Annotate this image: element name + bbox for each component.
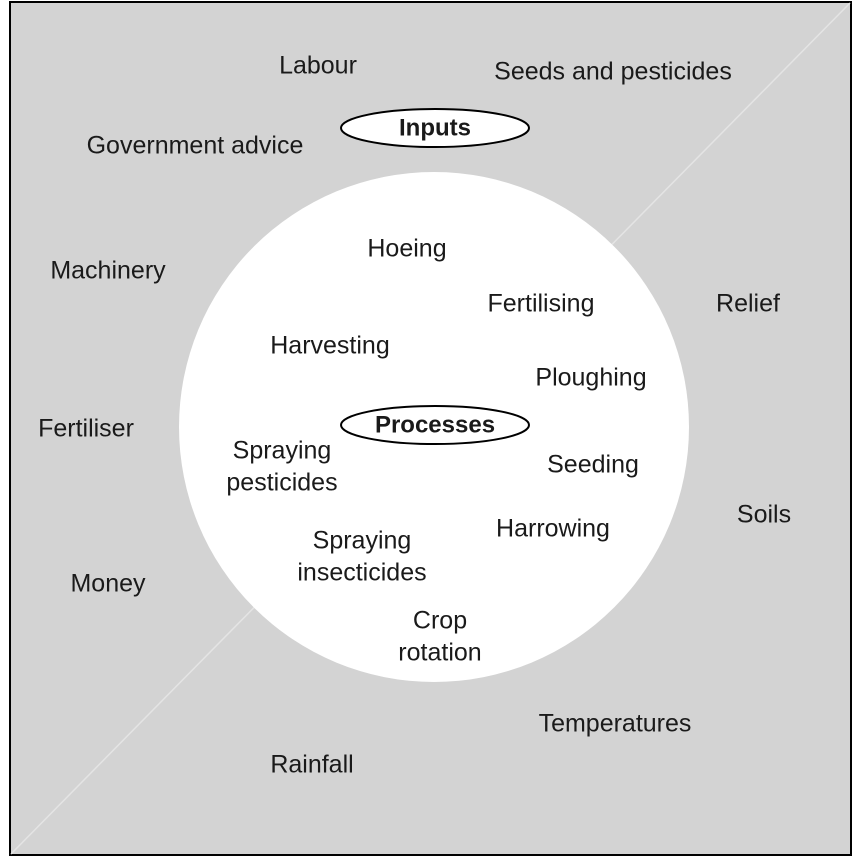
input-item: Labour — [279, 52, 357, 80]
process-item: Crop — [413, 607, 467, 635]
process-item: Spraying — [233, 437, 332, 465]
input-item: Money — [70, 570, 146, 598]
process-item: Harvesting — [270, 332, 390, 360]
process-item: Harrowing — [496, 515, 610, 543]
process-item: Hoeing — [367, 235, 446, 263]
input-item: Temperatures — [539, 710, 692, 738]
inputs-label: Inputs — [399, 114, 471, 141]
input-item: Machinery — [50, 257, 166, 285]
input-item: Soils — [737, 501, 791, 529]
input-item: Seeds and pesticides — [494, 58, 732, 86]
process-item: pesticides — [226, 469, 337, 497]
process-item: Ploughing — [535, 364, 646, 392]
processes-ellipse — [340, 405, 530, 445]
processes-label: Processes — [375, 411, 495, 438]
process-item: rotation — [398, 639, 481, 667]
process-item: Spraying — [313, 527, 412, 555]
input-item: Relief — [716, 290, 780, 318]
process-item: Seeding — [547, 451, 639, 479]
input-item: Fertiliser — [38, 415, 134, 443]
process-item: insecticides — [297, 559, 426, 587]
inputs-ellipse — [340, 108, 530, 148]
input-item: Government advice — [87, 132, 304, 160]
process-item: Fertilising — [488, 290, 595, 318]
input-item: Rainfall — [270, 751, 353, 779]
